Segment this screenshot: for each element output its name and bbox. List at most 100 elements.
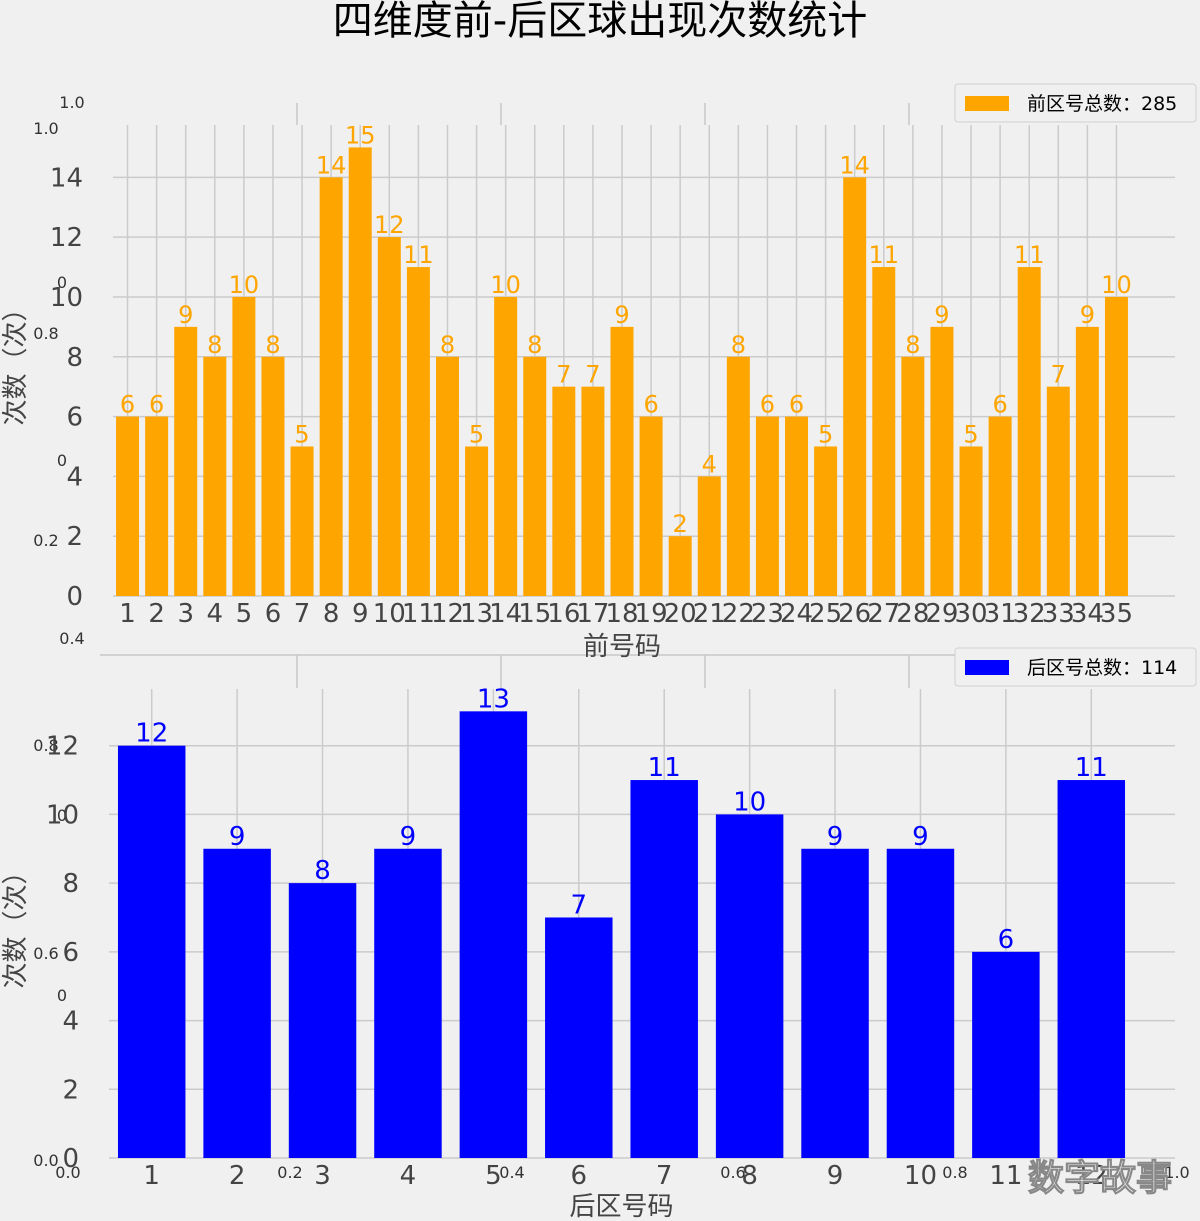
bar [901, 356, 925, 596]
bar-value-label: 14 [839, 151, 870, 179]
x-tick-label: 8 [323, 599, 340, 629]
x-tick-label: 1 [119, 599, 136, 629]
y-tick-label: 8 [62, 869, 79, 899]
background-y-tick: 0.4 [59, 629, 84, 648]
bar-value-label: 11 [1014, 241, 1045, 269]
y-axis-label: 次数（次） [1, 295, 31, 425]
bar-value-label: 6 [760, 391, 775, 419]
bar [930, 326, 954, 596]
background-y-tick: 1.0 [33, 119, 58, 138]
background-y-tick: 0.2 [33, 531, 58, 550]
x-tick-label: 24 [780, 599, 813, 629]
bar-value-label: 6 [998, 925, 1015, 955]
bar [972, 951, 1040, 1158]
x-tick-label: 26 [838, 599, 871, 629]
bar-value-label: 5 [963, 420, 978, 448]
legend-label: 后区号总数：114 [1027, 657, 1177, 679]
y-tick-label: 4 [62, 1007, 79, 1037]
bar-value-label: 6 [789, 391, 804, 419]
front-zone-chart: 0246810121461629384105865714815912101111… [1, 83, 1197, 662]
bar [348, 147, 372, 596]
y-tick-label: 12 [46, 732, 79, 762]
y-tick-label: 2 [62, 1075, 79, 1105]
legend-swatch [965, 96, 1009, 111]
bar [1075, 326, 1099, 596]
x-tick-label: 6 [571, 1161, 588, 1191]
bar [494, 296, 518, 596]
x-axis-label: 前号码 [583, 632, 661, 662]
bar-value-label: 5 [294, 420, 309, 448]
bar [203, 848, 271, 1158]
x-tick-label: 4 [400, 1161, 417, 1191]
bar-value-label: 14 [316, 151, 347, 179]
x-tick-label: 7 [656, 1161, 673, 1191]
background-y-tick: 0 [57, 806, 67, 825]
x-tick-label: 11 [402, 599, 435, 629]
bar-value-label: 5 [469, 420, 484, 448]
bar [374, 848, 442, 1158]
bar [726, 356, 750, 596]
x-tick-label: 1 [143, 1161, 160, 1191]
x-tick-label: 9 [352, 599, 369, 629]
x-tick-label: 19 [635, 599, 668, 629]
bar-value-label: 9 [614, 301, 629, 329]
background-y-tick: 0.8 [33, 736, 58, 755]
x-tick-label: 27 [867, 599, 900, 629]
legend: 后区号总数：114 [954, 647, 1197, 687]
x-tick-label: 12 [1075, 1161, 1108, 1191]
bar-value-label: 9 [1080, 301, 1095, 329]
bar-value-label: 8 [265, 331, 280, 359]
y-tick-label: 0 [66, 582, 83, 612]
bar-value-label: 6 [120, 391, 135, 419]
y-tick-label: 0 [62, 1144, 79, 1174]
bar-value-label: 4 [702, 450, 717, 478]
watermark: 数字故事 [1028, 1158, 1172, 1199]
bar-value-label: 6 [643, 391, 658, 419]
x-tick-label: 5 [236, 599, 253, 629]
bar [288, 883, 357, 1158]
bar [290, 446, 314, 596]
x-tick-label: 32 [1013, 599, 1046, 629]
x-tick-label: 34 [1071, 599, 1104, 629]
y-tick-label: 6 [66, 403, 83, 433]
bar [668, 536, 692, 596]
x-tick-label: 16 [547, 599, 580, 629]
bar [1057, 780, 1126, 1158]
bar [610, 326, 634, 596]
bar [697, 476, 721, 596]
x-tick-label: 15 [518, 599, 551, 629]
bar [145, 416, 169, 596]
x-tick-label: 2 [148, 599, 165, 629]
background-y-tick: 0.0 [33, 1151, 58, 1170]
bar-value-label: 7 [556, 361, 571, 389]
bar [116, 416, 140, 596]
y-tick-label: 2 [66, 522, 83, 552]
legend-label: 前区号总数：285 [1027, 93, 1177, 115]
background-x-tick: 1.0 [1164, 1163, 1189, 1182]
bar-value-label: 6 [992, 391, 1007, 419]
bar [959, 446, 983, 596]
bar [174, 326, 198, 596]
bar-value-label: 11 [648, 753, 681, 783]
bar-value-label: 8 [527, 331, 542, 359]
background-y-tick: 0 [57, 986, 67, 1005]
bar [459, 711, 528, 1158]
bar-value-label: 9 [178, 301, 193, 329]
background-y-tick: 0.8 [33, 324, 58, 343]
bar-value-label: 9 [229, 822, 246, 852]
x-tick-label: 14 [489, 599, 522, 629]
x-tick-label: 2 [229, 1161, 246, 1191]
x-tick-label: 8 [741, 1161, 758, 1191]
bar [988, 416, 1012, 596]
bar [801, 848, 869, 1158]
bar-value-label: 11 [1075, 753, 1108, 783]
bar [581, 386, 605, 596]
x-tick-label: 6 [265, 599, 282, 629]
x-tick-label: 13 [460, 599, 493, 629]
bar [261, 356, 285, 596]
x-tick-label: 31 [984, 599, 1017, 629]
bar-value-label: 10 [490, 271, 521, 299]
bar [1017, 267, 1041, 596]
x-tick-label: 30 [954, 599, 987, 629]
bar [552, 386, 576, 596]
